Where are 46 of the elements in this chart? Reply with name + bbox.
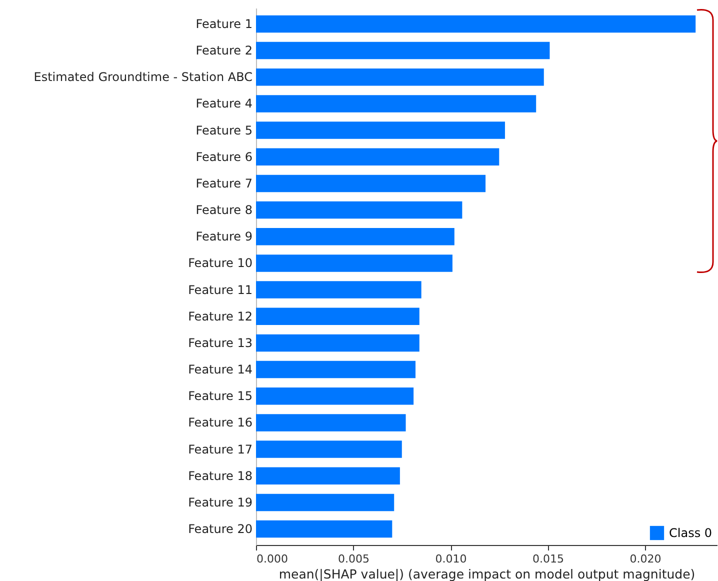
y-tick-label: Feature 1 [196, 16, 252, 31]
y-tick-label: Estimated Groundtime - Station ABC [34, 70, 252, 84]
y-tick-label: Feature 7 [196, 176, 252, 190]
y-tick-label: Feature 11 [188, 282, 252, 297]
bar [256, 174, 486, 192]
bar [256, 42, 550, 60]
y-tick-label: Feature 4 [196, 96, 252, 111]
y-tick-label: Feature 13 [188, 336, 252, 350]
bar [256, 254, 452, 272]
bar [256, 122, 505, 139]
y-tick-label: Feature 6 [196, 150, 252, 164]
y-tick-label: Feature 8 [196, 203, 252, 218]
x-tick-label: 0.005 [338, 552, 370, 566]
y-tick-label: Feature 12 [188, 309, 252, 324]
bar [256, 440, 402, 458]
y-tick-label: Feature 10 [188, 256, 252, 270]
bar [256, 308, 420, 325]
x-tick-label: 0.020 [630, 552, 662, 566]
bar [256, 467, 400, 484]
bar [256, 414, 406, 432]
y-tick-label: Feature 9 [196, 230, 252, 244]
bar [256, 520, 392, 538]
y-tick-label: Feature 20 [188, 522, 252, 536]
x-tick-label: 0.015 [532, 552, 564, 566]
bar [256, 334, 420, 352]
bar [256, 360, 416, 378]
x-tick-label: 0.010 [435, 552, 467, 566]
y-tick-label: Feature 14 [188, 362, 252, 377]
bar [256, 201, 462, 219]
bar [256, 148, 500, 166]
bar [256, 95, 536, 112]
bar [256, 281, 422, 298]
bar [256, 15, 696, 33]
y-tick-label: Feature 17 [188, 442, 252, 456]
bar [256, 388, 414, 405]
bar [256, 228, 454, 246]
legend-label: Class 0 [669, 526, 712, 540]
y-tick-label: Feature 2 [196, 44, 252, 58]
y-tick-label: Feature 15 [188, 389, 252, 404]
y-tick-label: Feature 16 [188, 416, 252, 430]
x-tick-label: 0.000 [256, 552, 288, 566]
bar [256, 494, 394, 512]
y-tick-label: Feature 19 [188, 495, 252, 510]
y-tick-label: Feature 5 [196, 123, 252, 138]
bar [256, 68, 544, 86]
y-tick-label: Feature 18 [188, 468, 252, 483]
